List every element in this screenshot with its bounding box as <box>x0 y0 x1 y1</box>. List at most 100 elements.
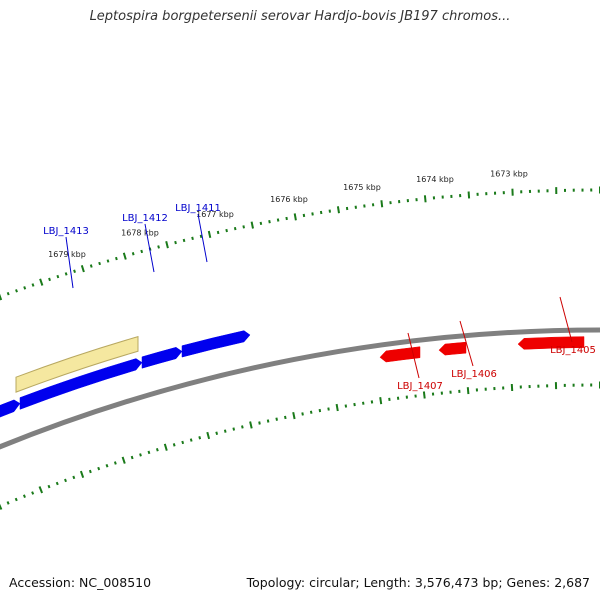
outer-tick-track <box>0 186 600 301</box>
inner-tick <box>353 402 356 407</box>
inner-tick <box>189 438 193 442</box>
outer-tick <box>115 256 118 261</box>
inner-tick <box>88 469 92 474</box>
inner-tick <box>6 501 10 505</box>
inner-tick <box>344 404 348 408</box>
outer-tick <box>73 269 76 273</box>
kbp-label: 1677 kbp <box>196 210 234 219</box>
gene-reverse-lbj-1405[interactable] <box>517 336 585 350</box>
outer-tick <box>191 236 194 241</box>
reverse-leader-line <box>459 320 474 367</box>
inner-tick <box>97 466 101 471</box>
inner-tick <box>266 419 270 423</box>
inner-tick <box>55 481 59 486</box>
inner-tick <box>379 397 383 405</box>
reverse-gene-label[interactable]: LBJ_1407 <box>397 381 443 392</box>
outer-tick <box>0 293 3 301</box>
forward-gene-label[interactable]: LBJ_1413 <box>43 226 89 237</box>
outer-tick <box>225 228 228 233</box>
outer-tick <box>165 241 169 249</box>
inner-tick <box>121 456 126 464</box>
inner-tick <box>284 415 287 420</box>
outer-tick <box>39 278 44 286</box>
outer-tick <box>64 272 68 276</box>
inner-tick <box>249 421 253 429</box>
inner-tick <box>215 431 219 436</box>
outer-tick <box>80 265 85 273</box>
kbp-label: 1676 kbp <box>270 195 308 204</box>
gene-forward-lbj-1411[interactable] <box>181 330 251 358</box>
inner-tick <box>198 436 202 440</box>
inner-tick <box>72 475 76 480</box>
outer-tick <box>106 259 110 263</box>
kbp-label: 1679 kbp <box>48 250 86 259</box>
inner-tick <box>155 448 159 452</box>
outer-tick <box>23 286 27 290</box>
outer-tick <box>423 195 427 203</box>
inner-tick <box>223 429 227 433</box>
outer-tick <box>336 206 340 214</box>
inner-tick <box>292 411 296 420</box>
gene-forward-lbj-1413[interactable] <box>19 358 143 410</box>
inner-tick <box>241 425 244 429</box>
inner-tick <box>139 453 142 457</box>
inner-tick <box>181 440 185 445</box>
forward-gene-label[interactable]: LBJ_1412 <box>122 213 168 224</box>
inner-tick <box>327 407 330 411</box>
forward-gene-label[interactable]: LBJ_1411 <box>175 203 221 214</box>
outer-tick <box>216 230 220 235</box>
gene-forward-partial[interactable] <box>0 399 21 421</box>
outer-tick <box>98 261 101 266</box>
topology-summary: Topology: circular; Length: 3,576,473 bp… <box>246 575 590 590</box>
inner-tick <box>232 427 236 431</box>
kbp-label: 1674 kbp <box>416 175 454 184</box>
inner-tick <box>370 400 374 404</box>
outer-tick <box>311 212 314 216</box>
inner-tick <box>422 391 426 399</box>
inner-tick <box>335 403 339 412</box>
reverse-leader-line <box>559 296 573 343</box>
inner-tick <box>47 484 51 489</box>
inner-tick <box>318 408 322 413</box>
inner-tick <box>31 491 35 495</box>
inner-tick <box>206 431 211 440</box>
outer-tick <box>319 210 323 215</box>
gene-features <box>0 330 585 421</box>
reverse-gene-label[interactable]: LBJ_1405 <box>550 345 596 356</box>
inner-tick <box>172 443 176 447</box>
map-title: Leptospira borgpetersenii serovar Hardjo… <box>89 9 511 24</box>
feature-labels: 1679 kbp 1678 kbp 1677 kbp 1676 kbp 1675 kbp… <box>43 169 596 392</box>
outer-tick <box>131 252 135 256</box>
outer-tick <box>268 220 271 224</box>
inner-tick <box>147 450 151 455</box>
kbp-label: 1673 kbp <box>490 169 528 178</box>
inner-tick <box>14 497 18 502</box>
inner-tick <box>0 503 3 510</box>
forward-leader-line <box>144 223 155 273</box>
inner-tick <box>163 443 168 451</box>
outer-tick <box>199 234 203 239</box>
inner-tick-track <box>0 381 600 510</box>
outer-tick <box>467 191 471 199</box>
outer-tick <box>259 221 263 226</box>
accession-text: Accession: NC_008510 <box>9 575 152 590</box>
outer-tick <box>302 213 306 218</box>
reverse-leader-line <box>407 332 420 379</box>
forward-leader-line <box>197 213 208 263</box>
outer-tick <box>89 264 93 268</box>
inner-tick <box>362 401 365 405</box>
outer-tick <box>31 283 35 287</box>
gene-reverse-lbj-1407[interactable] <box>379 346 421 363</box>
gene-forward-lbj-1412[interactable] <box>141 347 183 369</box>
outer-tick <box>56 274 60 279</box>
gene-reverse-lbj-1406[interactable] <box>438 341 467 356</box>
reverse-gene-label[interactable]: LBJ_1406 <box>451 369 497 380</box>
inner-tick <box>130 455 134 460</box>
outer-tick <box>182 238 186 243</box>
inner-tick <box>301 412 304 416</box>
inner-tick <box>258 421 261 425</box>
outer-tick <box>380 200 384 208</box>
inner-tick <box>309 410 313 414</box>
outer-tick <box>285 216 288 221</box>
